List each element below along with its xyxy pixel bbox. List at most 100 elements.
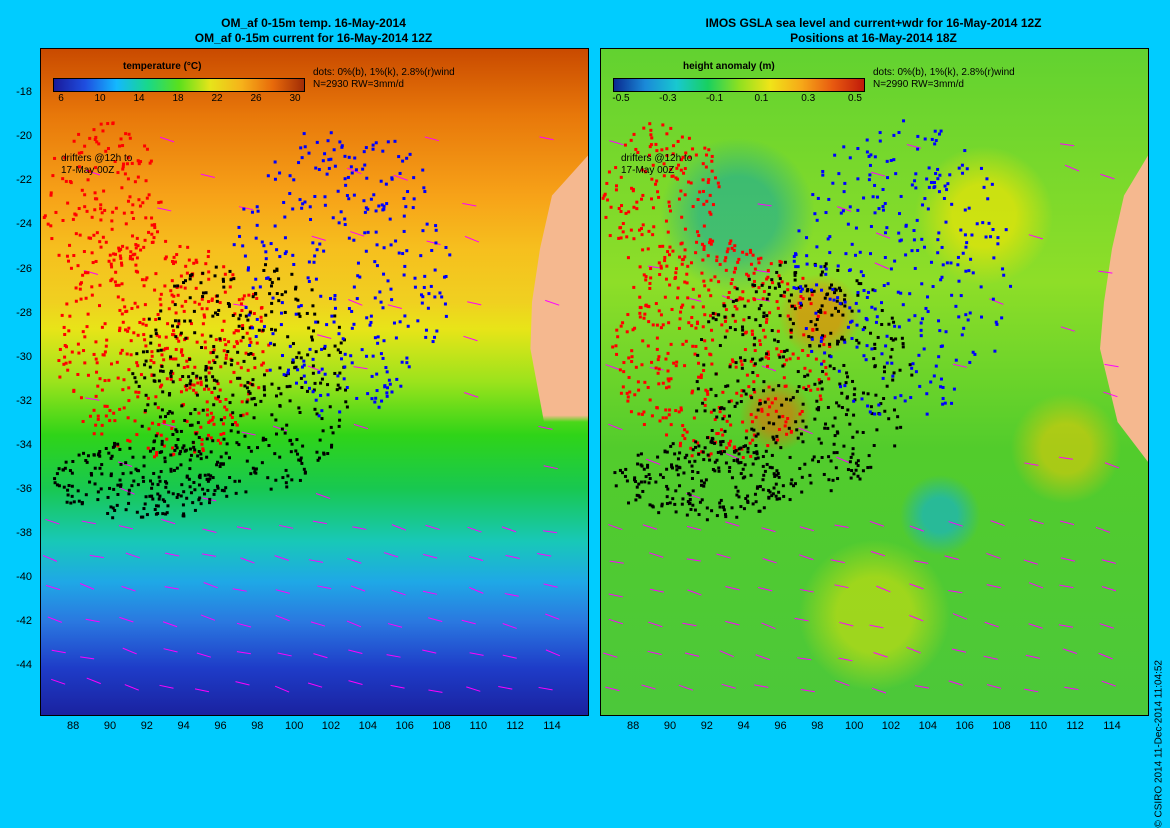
drifter-dot (813, 417, 817, 421)
drifter-dot (919, 334, 923, 338)
drifter-dot (224, 343, 228, 347)
drifter-dot (365, 176, 369, 180)
drifter-dot (81, 330, 85, 334)
drifter-dot (724, 384, 728, 388)
drifter-dot (637, 228, 641, 232)
drifter-dot (700, 450, 704, 454)
latitude-tick-label: -32 (16, 394, 32, 407)
drifter-dot (188, 485, 192, 489)
drifter-dot (783, 290, 787, 294)
drifter-dot (723, 319, 727, 323)
drifter-dot (732, 270, 736, 274)
drifter-dot (132, 331, 136, 335)
drifter-dot (844, 413, 848, 417)
drifter-dot (70, 350, 74, 354)
drifter-dot (735, 307, 739, 311)
longitude-tick-label: 90 (103, 720, 117, 732)
drifter-dot (907, 318, 911, 322)
drifter-dot (252, 396, 256, 400)
drifter-dot (636, 150, 640, 154)
wind-vector (798, 427, 813, 435)
temperature-colorbar: temperature (°C) 6 10 14 18 22 26 30 (53, 61, 305, 104)
drifter-dot (264, 257, 268, 261)
drifter-dot (93, 482, 97, 486)
drifter-dot (721, 433, 725, 437)
drifter-dot (443, 275, 447, 279)
wind-vector (353, 366, 368, 370)
drifter-dot (156, 406, 160, 410)
drifter-dot (851, 435, 855, 439)
drifter-dot (179, 463, 183, 467)
drifter-dot (738, 296, 742, 300)
drifter-dot (845, 396, 849, 400)
wind-vector (1095, 526, 1111, 533)
drifter-dot (706, 180, 710, 184)
drifter-dot (238, 313, 242, 317)
drifter-dot (160, 442, 164, 446)
drifter-dot (756, 374, 760, 378)
drifter-dot (815, 245, 819, 249)
drifter-dot (730, 358, 734, 362)
drifter-dot (882, 284, 886, 288)
drifter-dot (169, 467, 173, 471)
drifter-dot (672, 361, 676, 365)
drifter-dot (833, 416, 837, 420)
drifter-dot (798, 467, 802, 471)
drifter-dot (269, 284, 273, 288)
drifter-dot (726, 296, 730, 300)
drifter-dot (952, 387, 956, 391)
drifter-dot (846, 325, 850, 329)
drifter-dot (776, 472, 780, 476)
drifter-dot (298, 410, 302, 414)
drifter-dot (757, 261, 761, 265)
drifter-dot (957, 279, 961, 283)
wind-vector (86, 677, 101, 685)
drifter-dot (135, 236, 139, 240)
drifter-dot (696, 441, 700, 445)
drifter-dot (939, 385, 943, 389)
drifter-dot (83, 205, 87, 209)
drifter-dot (350, 171, 354, 175)
drifter-dot (419, 293, 423, 297)
wind-vector (799, 588, 814, 593)
drifter-dot (881, 204, 885, 208)
drifter-dot (235, 423, 239, 427)
drifter-dot (157, 201, 161, 205)
wind-vector (799, 526, 814, 532)
drifter-dot (189, 322, 193, 326)
drifter-dot (677, 197, 681, 201)
drifter-dot (262, 388, 266, 392)
drifter-dot (792, 484, 796, 488)
drifter-dot (752, 451, 756, 455)
drifter-dot (206, 255, 210, 259)
drifter-dot (236, 361, 240, 365)
drifter-dot (112, 487, 116, 491)
drifter-dot (781, 364, 785, 368)
drifter-dot (679, 168, 683, 172)
drifter-dot (175, 430, 179, 434)
wind-vector (870, 171, 886, 177)
drifter-dot (679, 305, 683, 309)
drifter-dot (375, 372, 379, 376)
wind-vector (162, 621, 178, 628)
wind-vector (605, 686, 620, 692)
drifter-dot (148, 161, 152, 165)
drifter-dot (210, 298, 214, 302)
drifter-dot (342, 377, 346, 381)
drifter-dot (751, 253, 755, 257)
drifter-dot (187, 477, 191, 481)
drifter-dot (937, 231, 941, 235)
drifter-dot (934, 364, 938, 368)
drifter-dot (697, 294, 701, 298)
drifter-dot (161, 512, 165, 516)
drifter-dot (273, 160, 277, 164)
drifter-dot (83, 361, 87, 365)
drifter-dot (971, 350, 975, 354)
drifter-dot (629, 228, 633, 232)
drifter-dot (363, 163, 367, 167)
drifter-dot (730, 476, 734, 480)
drifter-dot (148, 494, 152, 498)
right-drifter-vectors (601, 119, 1120, 694)
wind-vector (543, 583, 558, 588)
drifter-dot (877, 207, 881, 211)
